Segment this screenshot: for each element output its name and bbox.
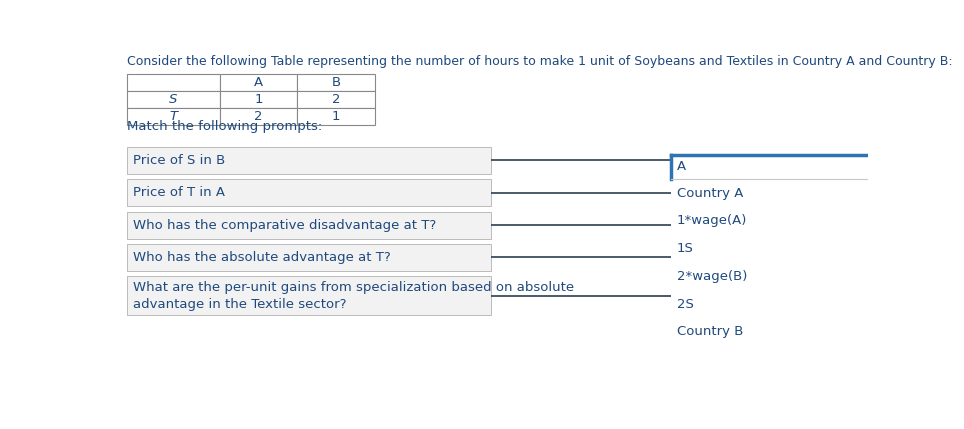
Bar <box>126 244 491 271</box>
Text: B: B <box>332 76 340 89</box>
Bar <box>126 74 220 91</box>
Bar <box>297 74 375 91</box>
Text: S: S <box>169 93 177 106</box>
Text: 1: 1 <box>332 110 340 123</box>
Bar <box>126 108 220 125</box>
Bar <box>297 108 375 125</box>
Bar <box>126 147 491 174</box>
Text: Consider the following Table representing the number of hours to make 1 unit of : Consider the following Table representin… <box>126 55 952 68</box>
Text: 1*wage(A): 1*wage(A) <box>677 214 747 227</box>
Text: 1S: 1S <box>677 242 694 255</box>
Bar <box>220 108 297 125</box>
Text: 2*wage(B): 2*wage(B) <box>677 270 747 283</box>
Text: 2: 2 <box>332 93 340 106</box>
Text: Country A: Country A <box>677 187 743 199</box>
Text: Price of T in A: Price of T in A <box>133 186 225 199</box>
Text: A: A <box>677 160 686 173</box>
Text: 1: 1 <box>254 93 263 106</box>
Text: 2S: 2S <box>677 298 694 311</box>
Bar <box>297 91 375 108</box>
Bar <box>126 276 491 315</box>
Bar <box>126 91 220 108</box>
Bar <box>220 91 297 108</box>
Bar <box>220 74 297 91</box>
Text: Who has the comparative disadvantage at T?: Who has the comparative disadvantage at … <box>133 219 436 232</box>
Text: Country B: Country B <box>677 325 743 338</box>
Bar <box>126 179 491 206</box>
Bar <box>126 211 491 239</box>
Text: A: A <box>254 76 263 89</box>
Text: Who has the absolute advantage at T?: Who has the absolute advantage at T? <box>133 251 390 264</box>
Text: Price of S in B: Price of S in B <box>133 154 226 167</box>
Text: 2: 2 <box>254 110 263 123</box>
Text: What are the per-unit gains from specialization based on absolute
advantage in t: What are the per-unit gains from special… <box>133 281 574 311</box>
Text: T: T <box>169 110 177 123</box>
Text: Match the following prompts:: Match the following prompts: <box>126 120 322 133</box>
